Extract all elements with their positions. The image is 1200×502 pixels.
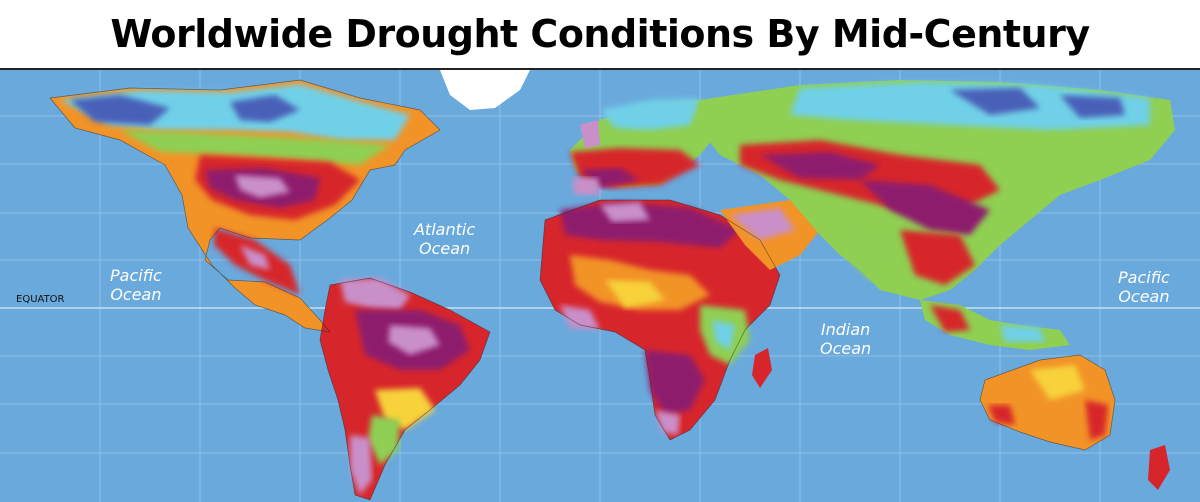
africa: [540, 200, 780, 440]
coastlines: [49, 79, 1116, 501]
japan-korea: [1050, 130, 1080, 165]
indian-ocean-label: Indian Ocean: [820, 320, 872, 358]
atlantic-ocean-label: Atlantic Ocean: [414, 220, 476, 258]
southeast-asia: [920, 300, 1070, 350]
australia: [980, 355, 1170, 490]
asia: [700, 80, 1175, 300]
europe: [570, 98, 720, 195]
pacific-ocean-west-label: Pacific Ocean: [110, 266, 162, 304]
south-america: [320, 278, 490, 500]
north-america: [50, 70, 530, 332]
madagascar: [752, 348, 772, 388]
new-zealand: [1148, 445, 1170, 490]
greenland: [440, 70, 530, 110]
map-title: Worldwide Drought Conditions By Mid-Cent…: [110, 12, 1090, 56]
equator-label: EQUATOR: [16, 294, 65, 305]
drought-map: EQUATOR Pacific Ocean Atlantic Ocean Ind…: [0, 68, 1200, 502]
uk: [580, 120, 600, 148]
world-map-graphic: [0, 70, 1200, 502]
pacific-ocean-east-label: Pacific Ocean: [1118, 268, 1170, 306]
middle-east: [720, 200, 820, 270]
